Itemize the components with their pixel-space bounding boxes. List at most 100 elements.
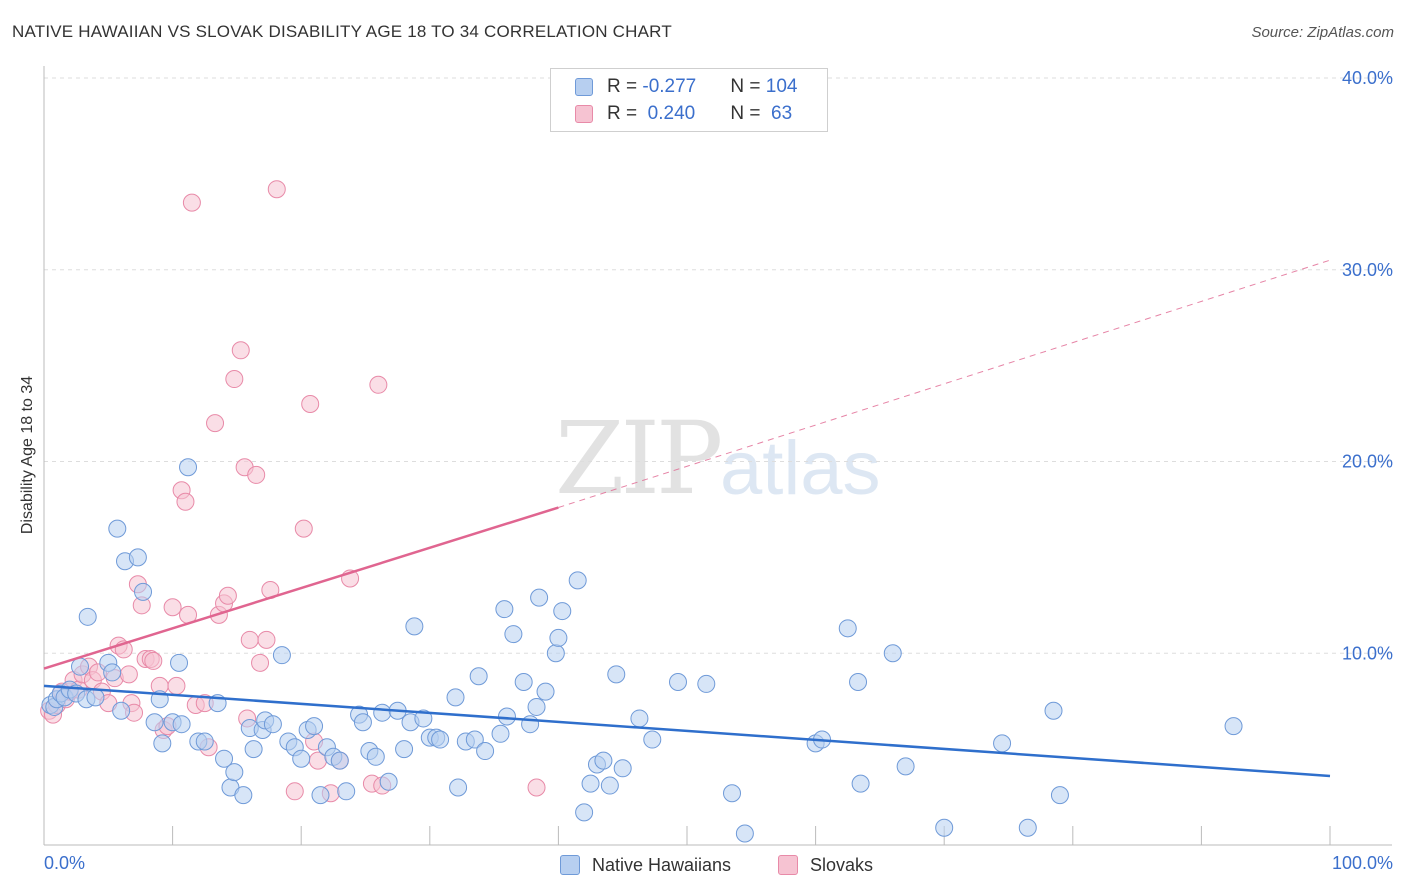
slovaks-point [182,193,201,212]
native-hawaiians-trend-line [43,684,1331,778]
legend-r-value: -0.277 [642,76,697,97]
native-hawaiians-point [497,707,516,726]
native-hawaiians-point [838,619,857,638]
native-hawaiians-point [170,653,189,672]
native-hawaiians-point [896,757,915,776]
native-hawaiians-point [449,778,468,797]
native-hawaiians-point [292,749,311,768]
native-hawaiians-point [465,730,484,749]
native-hawaiians-point [735,824,754,843]
native-hawaiians-point [668,673,687,692]
native-hawaiians-point [1044,701,1063,720]
legend-r-label: R = [607,76,643,97]
watermark-zip: ZIP [555,400,723,517]
native-hawaiians-point [234,786,253,805]
native-hawaiians-point [469,667,488,686]
native-hawaiians-point [373,703,392,722]
slovaks-point [240,630,259,649]
native-hawaiians-point [883,644,902,663]
native-hawaiians-point [330,751,349,770]
native-hawaiians-point [697,674,716,693]
native-hawaiians-point [337,782,356,801]
native-hawaiians-point [1050,786,1069,805]
legend-n-value: 63 [765,103,793,124]
native-hawaiians-point [536,682,555,701]
slovaks-point [119,665,138,684]
native-hawaiians-point [630,709,649,728]
slovaks-point [257,630,276,649]
slovaks-point [163,598,182,617]
native-hawaiians-point [414,709,433,728]
native-hawaiians-point [1018,818,1037,837]
native-hawaiians-point [153,734,172,753]
slovaks-point [144,651,163,670]
trend-lines [43,259,1331,778]
y-tick-label: 30.0% [1342,260,1393,280]
slovaks-point [206,414,225,433]
slovaks-point [527,778,546,797]
native-hawaiians-point [530,588,549,607]
slovaks-point [218,586,237,605]
native-hawaiians-point [600,776,619,795]
native-hawaiians-point [172,715,191,734]
bottom-legend-label: Native Hawaiians [592,854,732,875]
native-hawaiians-point [851,774,870,793]
bottom-legend-label: Slovaks [810,854,874,875]
y-tick-label: 20.0% [1342,452,1393,472]
legend-row-slovaks: R = 0.240 N = 63 [575,102,792,126]
slovaks-trend-line [43,506,559,670]
native-hawaiians-point [514,673,533,692]
slovaks-point [247,465,266,484]
slovaks-point [225,370,244,389]
native-hawaiians-point [305,717,324,736]
tick-labels: 10.0% 20.0% 30.0% 40.0% 0.0% 100.0% [44,68,1393,873]
native-hawaiians-point [613,759,632,778]
x-tick-label: 100.0% [1332,853,1393,873]
slovaks-point [301,394,320,413]
bottom-legend-slovaks: Slovaks [778,852,873,878]
native-hawaiians-point [607,665,626,684]
native-hawaiians-point [395,740,414,759]
native-hawaiians-point [594,751,613,770]
bottom-legend-swatch-pink [778,855,798,875]
native-hawaiians-point [491,724,510,743]
native-hawaiians-point [128,548,147,567]
native-hawaiians-point [145,713,164,732]
slovaks-point [167,676,186,695]
native-hawaiians-point [993,734,1012,753]
native-hawaiians-point [495,600,514,619]
x-tick-label: 0.0% [44,853,85,873]
y-tick-label: 10.0% [1342,643,1393,663]
native-hawaiians-point [581,774,600,793]
native-hawaiians-point [112,701,131,720]
watermark-atlas: atlas [720,426,881,511]
native-hawaiians-point [78,607,97,626]
y-tick-label: 40.0% [1342,68,1393,88]
native-hawaiians-point [225,763,244,782]
native-hawaiians-point [723,784,742,803]
native-hawaiians-point [134,582,153,601]
native-hawaiians-point [405,617,424,636]
native-hawaiians-point [476,742,495,761]
slovaks-trend-extension [558,259,1331,508]
native-hawaiians-point [263,715,282,734]
slovaks-point [369,375,388,394]
slovaks-point [285,782,304,801]
correlation-legend: R = -0.277 N = 104 R = 0.240 N = 63 [550,68,828,132]
native-hawaiians-point [935,818,954,837]
native-hawaiians-point [366,747,385,766]
bottom-legend-swatch-blue [560,855,580,875]
native-hawaiians-point [71,657,90,676]
grid-lines [44,77,1392,654]
native-hawaiians-point [195,732,214,751]
native-hawaiians-point [272,646,291,665]
native-hawaiians-point [849,673,868,692]
native-hawaiians-point [446,688,465,707]
native-hawaiians-point [568,571,587,590]
native-hawaiians-point [1224,717,1243,736]
native-hawaiians-point [546,644,565,663]
native-hawaiians-point [244,740,263,759]
native-hawaiians-point [527,697,546,716]
slovaks-point [294,519,313,538]
